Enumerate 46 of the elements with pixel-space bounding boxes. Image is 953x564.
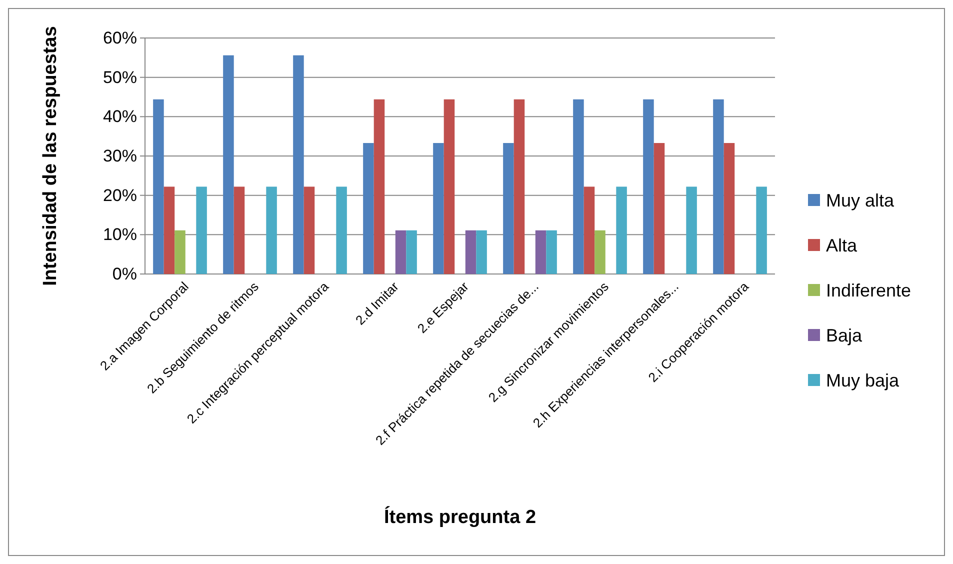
- bar: [594, 230, 606, 274]
- bar: [503, 143, 514, 274]
- bar: [514, 99, 525, 274]
- bar: [573, 99, 584, 274]
- bar: [686, 186, 697, 274]
- y-tick-label: 50%: [102, 68, 137, 87]
- bar: [476, 230, 487, 274]
- bar: [304, 186, 315, 274]
- bar: [223, 55, 234, 274]
- legend-label: Muy alta: [826, 190, 896, 210]
- bar: [756, 186, 767, 274]
- x-axis-title: Ítems pregunta 2: [384, 506, 536, 528]
- bar: [584, 186, 595, 274]
- bar: [654, 143, 665, 274]
- y-tick-label: 0%: [112, 264, 137, 284]
- bar: [433, 143, 444, 274]
- y-tick-label: 10%: [102, 225, 137, 244]
- bar: [395, 230, 406, 274]
- bar: [336, 186, 347, 274]
- y-tick-label: 60%: [102, 28, 137, 48]
- bar: [374, 99, 385, 274]
- y-tick-label: 30%: [102, 146, 137, 166]
- y-tick-label: 40%: [102, 107, 137, 126]
- bar: [293, 55, 304, 274]
- bar: [643, 99, 654, 274]
- bar: [546, 230, 557, 274]
- bar: [196, 186, 207, 274]
- legend-label: Indiferente: [826, 280, 912, 300]
- bar: [266, 186, 277, 274]
- legend-label: Muy baja: [826, 370, 900, 390]
- bar: [713, 99, 724, 274]
- y-axis-title: Intensidad de las respuestas: [40, 26, 61, 286]
- bar: [174, 230, 186, 274]
- bar: [535, 230, 546, 274]
- bar: [616, 186, 627, 274]
- bar: [153, 99, 164, 274]
- bar: [363, 143, 374, 274]
- bar: [444, 99, 455, 274]
- bar: [724, 143, 735, 274]
- bar: [465, 230, 476, 274]
- legend-label: Alta: [826, 235, 858, 256]
- bar: [406, 230, 417, 274]
- y-tick-label: 20%: [102, 186, 137, 205]
- bar: [164, 186, 175, 274]
- bar: [234, 186, 245, 274]
- legend-label: Baja: [826, 325, 864, 346]
